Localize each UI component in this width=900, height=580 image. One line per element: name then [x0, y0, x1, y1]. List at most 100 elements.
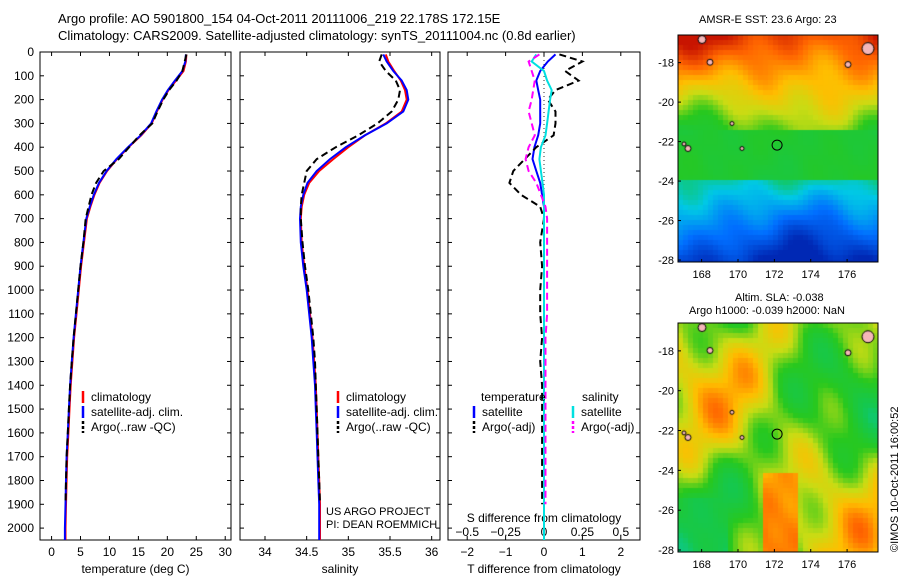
x-tick-label: 5: [77, 545, 84, 559]
y-tick-label: 2000: [7, 521, 34, 535]
x-tick-label: 20: [161, 545, 175, 559]
sla-map-y-tick-label: -18: [658, 346, 674, 358]
legend-head-salinity: salinity: [582, 390, 619, 404]
series-line-salinity-argo-adj-: [524, 53, 549, 505]
series-line-argo-raw-qc-: [64, 54, 188, 505]
y-tick-label: 1000: [7, 283, 34, 297]
x-tick-label: −2: [460, 545, 474, 559]
s-tick-label: −0.5: [455, 525, 479, 539]
x-axis-label: temperature (deg C): [81, 562, 189, 576]
sst-map-x-tick-label: 168: [692, 269, 710, 281]
legend-label: Argo(-adj): [482, 420, 535, 434]
sla-map-y-tick-label: -26: [658, 505, 674, 517]
x-tick-label: 34: [258, 545, 272, 559]
series-line-argo-raw-qc-: [299, 54, 402, 505]
x-tick-label: 30: [219, 545, 233, 559]
y-tick-label: 1800: [7, 473, 34, 487]
figure-title-line2: Climatology: CARS2009. Satellite-adjuste…: [58, 28, 576, 43]
figure-title-line1: Argo profile: AO 5901800_154 04-Oct-2011…: [58, 11, 501, 26]
y-tick-label: 900: [14, 259, 34, 273]
y-tick-label: 100: [14, 69, 34, 83]
pi-credit: PI: DEAN ROEMMICH: [326, 519, 438, 531]
x-axis-label: T difference from climatology: [467, 562, 621, 576]
sla-map-x-tick-label: 172: [765, 559, 783, 571]
x-tick-label: 1: [579, 545, 586, 559]
y-tick-label: 1600: [7, 426, 34, 440]
x-tick-label: 0: [48, 545, 55, 559]
y-tick-label: 1200: [7, 331, 34, 345]
x-tick-label: 25: [190, 545, 204, 559]
sst-map-x-tick-label: 170: [729, 269, 747, 281]
plot-frame-1: [239, 51, 441, 541]
legend-label: climatology: [91, 390, 151, 404]
sst-map-title: AMSR-E SST: 23.6 Argo: 23: [699, 14, 837, 26]
y-tick-label: 700: [14, 212, 34, 226]
sst-map-y-tick-label: -26: [658, 216, 674, 228]
legend-label: Argo(..raw -QC): [91, 420, 176, 434]
legend-label: satellite-adj. clim.: [91, 405, 183, 419]
s-tick-label: 0.5: [612, 525, 629, 539]
sst-map-x-tick-label: 172: [765, 269, 783, 281]
sla-map-argo-marker: [771, 428, 783, 440]
legend-label: satellite: [581, 405, 622, 419]
x-tick-label: −1: [499, 545, 513, 559]
sla-map-y-tick-label: -28: [658, 545, 674, 557]
y-tick-label: 1900: [7, 497, 34, 511]
legend-label: climatology: [346, 390, 406, 404]
x-tick-label: 36: [425, 545, 439, 559]
sst-map-y-tick-label: -24: [658, 176, 674, 188]
x-tick-label: 35.5: [378, 545, 402, 559]
y-tick-label: 0: [27, 45, 34, 59]
plot-frame-0: [39, 51, 232, 541]
sst-map-frame: [677, 34, 879, 263]
sst-heatmap: [678, 35, 878, 262]
sst-map-x-tick-label: 174: [802, 269, 820, 281]
x-tick-label: 15: [132, 545, 146, 559]
x-axis-label: salinity: [322, 562, 359, 576]
sst-map-y-tick-label: -20: [658, 97, 674, 109]
sla-map-frame: [677, 322, 879, 553]
legend-label: satellite: [482, 405, 523, 419]
y-tick-label: 600: [14, 188, 34, 202]
sla-map-x-tick-label: 168: [692, 559, 710, 571]
x-tick-label: 2: [617, 545, 624, 559]
y-tick-label: 1100: [8, 307, 34, 321]
imos-timestamp: ©IMOS 10-Oct-2011 16:00:52: [889, 406, 900, 552]
legend-label: Argo(-adj): [581, 420, 634, 434]
y-tick-label: 800: [14, 235, 34, 249]
sla-map-y-tick-label: -22: [658, 426, 674, 438]
sla-map-x-tick-label: 170: [729, 559, 747, 571]
project-credit: US ARGO PROJECT: [326, 506, 431, 518]
y-tick-label: 500: [14, 164, 34, 178]
sla-map-title-line1: Altim. SLA: -0.038: [735, 292, 824, 304]
sst-map-x-tick-label: 176: [838, 269, 856, 281]
s-tick-label: 0.25: [571, 525, 595, 539]
sla-heatmap: [678, 323, 878, 552]
y-tick-label: 300: [14, 116, 34, 130]
legend-head-temperature: temperature: [481, 390, 546, 404]
x-tick-label: 35: [342, 545, 356, 559]
x-tick-label: 10: [103, 545, 117, 559]
sst-map-argo-marker: [771, 139, 783, 151]
y-tick-label: 1700: [7, 450, 34, 464]
series-line-salinity-satellite: [530, 53, 553, 540]
x-tick-label: 34.5: [295, 545, 319, 559]
sla-map-y-tick-label: -24: [658, 465, 674, 477]
sst-map-y-tick-label: -28: [658, 255, 674, 267]
sla-map-x-tick-label: 176: [838, 559, 856, 571]
y-tick-label: 200: [14, 93, 34, 107]
y-tick-label: 400: [14, 140, 34, 154]
s-tick-label: −0.25: [490, 525, 521, 539]
legend-label: satellite-adj. clim.: [346, 405, 438, 419]
y-tick-label: 1400: [7, 378, 34, 392]
sst-map-y-tick-label: -22: [658, 137, 674, 149]
y-tick-label: 1300: [7, 354, 34, 368]
x-tick-label: 0: [541, 545, 548, 559]
legend-label: Argo(..raw -QC): [346, 420, 431, 434]
sla-map-y-tick-label: -20: [658, 386, 674, 398]
sst-map-y-tick-label: -18: [658, 58, 674, 70]
y-tick-label: 1500: [7, 402, 34, 416]
sla-map-title-line2: Argo h1000: -0.039 h2000: NaN: [689, 305, 845, 317]
